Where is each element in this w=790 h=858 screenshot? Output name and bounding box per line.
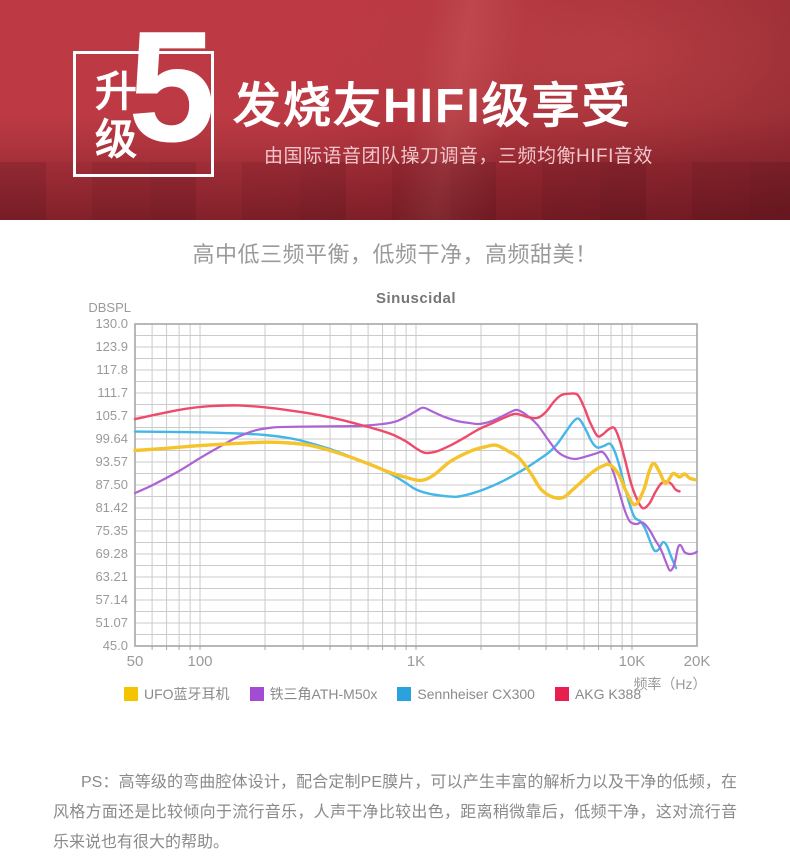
svg-text:1K: 1K [407,653,425,670]
banner-texture [0,162,790,220]
x-axis-label: 频率（Hz） [633,676,707,692]
svg-text:130.0: 130.0 [95,316,128,331]
badge-number: 5 [128,0,216,175]
banner-subtitle: 由国际语音团队操刀调音，三频均衡HIFI音效 [264,146,653,167]
frequency-response-chart: Sinuscidal DBSPL 130.0 123.9 117.8 111.7 105… [0,280,790,750]
legend-swatch-icon [554,687,569,701]
legend-label: Sennheiser CX300 [417,686,535,702]
svg-text:87.50: 87.50 [95,477,128,492]
section-heading: 高中低三频平衡，低频干净，高频甜美！ [192,242,598,267]
chart-legend: UFO蓝牙耳机 铁三角ATH-M50x Sennheiser CX300 AKG K3… [124,684,764,704]
svg-text:45.0: 45.0 [103,638,128,653]
svg-text:51.07: 51.07 [95,615,128,630]
svg-text:75.35: 75.35 [95,523,128,538]
legend-label: AKG K388 [574,686,642,702]
svg-text:105.7: 105.7 [95,408,128,423]
legend-item-4: AKG K388 [554,686,642,702]
series-line-1 [133,440,697,507]
legend-swatch-icon [397,687,412,701]
svg-text:50: 50 [127,653,144,670]
promo-banner: 升 级 5 发烧友HIFI级享受 由国际语音团队操刀调音，三频均衡HIFI音效 [0,0,790,220]
svg-text:99.64: 99.64 [95,431,128,446]
banner-title: 发烧友HIFI级享受 [233,80,632,133]
chart-canvas: 130.0 123.9 117.8 111.7 105.7 99.64 93.57 87.50… [95,316,711,670]
series-line-2 [133,406,699,572]
svg-text:117.8: 117.8 [96,362,128,377]
svg-text:69.28: 69.28 [95,546,128,561]
legend-label: UFO蓝牙耳机 [144,686,230,702]
svg-text:81.42: 81.42 [95,500,128,515]
chart-title: Sinuscidal [375,290,457,307]
legend-label: 铁三角ATH-M50x [269,686,378,702]
legend-item-1: UFO蓝牙耳机 [124,684,230,704]
footnote-text: PS：高等级的弯曲腔体设计，配合定制PE膜片，可以产生丰富的解析力以及干净的低频… [53,774,737,851]
legend-swatch-icon [124,687,138,701]
svg-text:20K: 20K [684,653,711,670]
svg-text:63.21: 63.21 [95,569,128,584]
legend-item-2: 铁三角ATH-M50x [249,684,378,704]
upgrade-badge: 升 级 5 [73,8,216,177]
badge-char-top: 升 [94,68,137,115]
badge-char-bottom: 级 [94,116,137,163]
badge-text: 升 级 [93,68,139,164]
svg-text:93.57: 93.57 [95,454,128,469]
svg-text:100: 100 [188,653,213,670]
legend-item-3: Sennheiser CX300 [397,686,535,702]
svg-text:111.7: 111.7 [97,385,128,400]
svg-text:123.9: 123.9 [95,339,128,354]
legend-swatch-icon [249,687,264,701]
svg-text:57.14: 57.14 [95,592,128,607]
svg-text:10K: 10K [619,653,646,670]
y-axis-label: DBSPL [88,300,131,315]
